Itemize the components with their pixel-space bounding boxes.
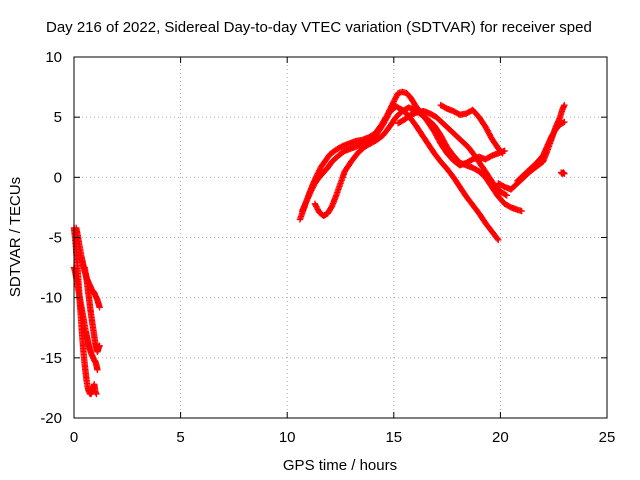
data-point-marker — [96, 304, 103, 311]
data-point-marker — [518, 207, 525, 215]
y-tick-label: -5 — [49, 230, 62, 247]
data-point-marker — [94, 366, 101, 374]
data-point-marker — [392, 94, 400, 101]
chart-title: Day 216 of 2022, Sidereal Day-to-day VTE… — [46, 19, 592, 36]
data-point-marker — [96, 342, 103, 349]
x-axis-label: GPS time / hours — [283, 457, 397, 474]
data-point-marker — [393, 92, 400, 100]
data-point-marker — [313, 204, 321, 212]
y-tick-label: -15 — [40, 350, 62, 367]
data-point-marker — [307, 188, 314, 195]
y-axis-label: SDTVAR / TECUs — [7, 177, 24, 297]
data-point-marker — [314, 206, 321, 213]
data-point-marker — [311, 200, 319, 208]
data-point-marker — [502, 191, 509, 198]
series-late-point — [557, 169, 568, 177]
data-point-marker — [310, 182, 317, 190]
y-tick-label: -10 — [40, 290, 62, 307]
series-evening-track — [495, 101, 568, 193]
x-tick-label: 25 — [599, 429, 616, 446]
data-point-marker — [316, 166, 324, 173]
data-point-marker — [308, 185, 316, 193]
data-point-marker — [495, 236, 502, 244]
axis-ticks: 0 5 10 15 20 25 -20 -15 -10 -5 0 5 10 — [40, 49, 615, 446]
data-point-marker — [312, 202, 319, 209]
x-tick-label: 15 — [385, 429, 402, 446]
data-point-marker — [498, 149, 505, 156]
series-early-track-b — [70, 264, 101, 374]
y-tick-label: 10 — [45, 49, 62, 66]
plot-frame — [73, 56, 608, 419]
data-point-marker — [392, 95, 399, 102]
grid — [74, 57, 607, 418]
data-point-marker — [561, 170, 568, 177]
data-point-marker — [561, 101, 568, 109]
data-point-marker — [503, 192, 510, 199]
y-tick-label: 0 — [54, 169, 62, 186]
data-point-marker — [499, 150, 506, 157]
series-evening-track-b — [514, 118, 568, 185]
x-tick-label: 5 — [176, 429, 184, 446]
series-day-track-c — [311, 104, 525, 220]
data-points — [70, 88, 568, 398]
data-point-marker — [561, 118, 568, 126]
data-point-marker — [390, 98, 397, 105]
series-day-track-e — [437, 101, 506, 157]
x-tick-label: 10 — [279, 429, 296, 446]
series-day-track-d — [394, 107, 510, 199]
data-point-marker — [313, 203, 320, 210]
data-point-marker — [494, 235, 501, 242]
data-point-marker — [391, 96, 398, 104]
data-point-marker — [93, 390, 100, 398]
y-tick-label: -20 — [40, 410, 62, 427]
series-early-track-d — [81, 264, 103, 356]
data-point-marker — [315, 167, 323, 174]
x-tick-label: 0 — [70, 429, 78, 446]
x-tick-label: 20 — [492, 429, 509, 446]
data-point-marker — [309, 184, 316, 191]
y-tick-label: 5 — [54, 109, 62, 126]
data-point-marker — [308, 187, 315, 194]
